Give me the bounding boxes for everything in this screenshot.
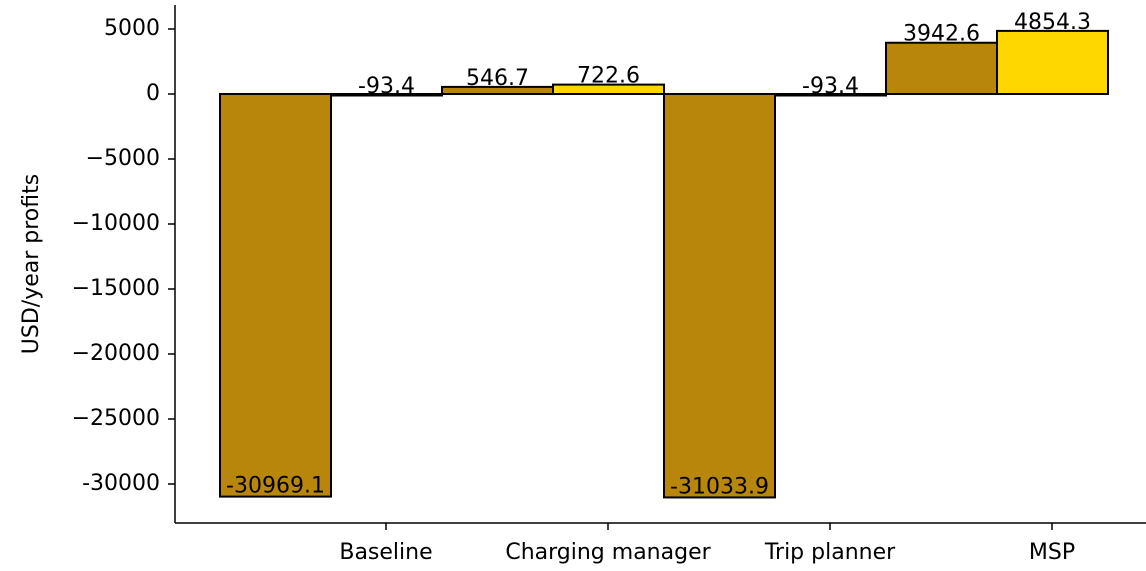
y-axis-label: USD/year profits: [19, 174, 44, 354]
axes-layer: [174, 5, 1146, 524]
y-tick-label-2: −5000: [86, 146, 160, 171]
y-tick-label-7: -30000: [82, 471, 160, 496]
y-tick-label-3: −10000: [72, 211, 160, 236]
data-label-1: -93.4: [358, 74, 415, 99]
x-ticks-layer: Baseline Charging manager Trip planner MSP: [339, 523, 1075, 565]
data-label-6: 3942.6: [903, 22, 980, 47]
bar-3: [552, 83, 665, 96]
bar-6: [885, 41, 998, 95]
data-label-0: -30969.1: [226, 474, 325, 499]
x-tick-label-0: Baseline: [339, 540, 432, 565]
bar-7: [996, 29, 1109, 95]
bar-0: [219, 93, 332, 498]
y-tick-label-0: 5000: [104, 16, 160, 41]
x-tick-label-2: Trip planner: [764, 540, 896, 565]
y-tick-label-5: −20000: [72, 341, 160, 366]
bars-layer: [219, 29, 1109, 499]
x-tick-label-3: MSP: [1029, 540, 1075, 565]
data-label-2: 546.7: [466, 66, 529, 91]
y-ticks-layer: 5000 0 −5000 −10000 −15000 −20000 −25000 -30000: [72, 16, 175, 496]
data-label-3: 722.6: [577, 64, 640, 89]
data-labels-layer: -30969.1 -93.4 546.7 722.6 -31033.9 -93.4 3942…: [226, 10, 1091, 500]
bar-4: [663, 93, 776, 499]
data-label-5: -93.4: [802, 74, 859, 99]
data-label-7: 4854.3: [1014, 10, 1091, 35]
y-tick-label-4: −15000: [72, 276, 160, 301]
x-tick-label-1: Charging manager: [505, 540, 711, 565]
y-tick-label-1: 0: [146, 81, 160, 106]
y-tick-label-6: −25000: [72, 406, 160, 431]
data-label-4: -31033.9: [670, 474, 769, 499]
